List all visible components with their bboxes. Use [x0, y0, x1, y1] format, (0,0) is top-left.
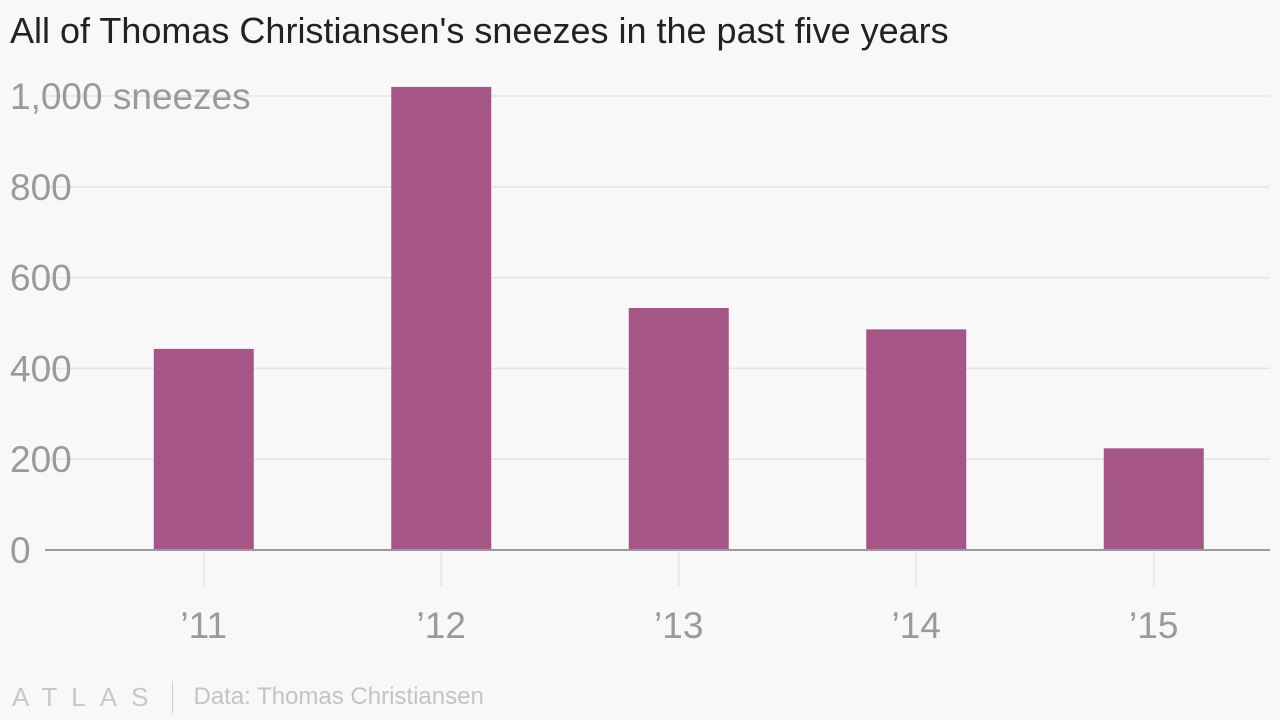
y-tick-label: 400: [10, 348, 72, 389]
atlas-logo: ATLAS: [12, 681, 163, 712]
y-tick-label: 200: [10, 439, 72, 480]
x-axis-ticks: [203, 550, 1155, 586]
y-tick-label: 0: [10, 530, 31, 571]
x-tick-label: ’12: [417, 605, 466, 646]
x-tick-label: ’15: [1129, 605, 1178, 646]
bar: [391, 86, 492, 551]
y-tick-label: 1,000 sneezes: [10, 76, 251, 117]
y-tick-label: 800: [10, 167, 72, 208]
chart-title: All of Thomas Christiansen's sneezes in …: [10, 10, 949, 51]
x-axis-tick-labels: ’11 ’12 ’13 ’14 ’15: [180, 605, 1178, 646]
y-tick-label: 600: [10, 258, 72, 299]
bars: [153, 86, 1204, 551]
x-tick-label: ’14: [892, 605, 941, 646]
data-source: Data: Thomas Christiansen: [193, 683, 484, 710]
x-tick-label: ’13: [654, 605, 703, 646]
bar: [628, 308, 729, 550]
bar: [153, 348, 254, 550]
x-tick-label: ’11: [180, 605, 227, 646]
y-axis-tick-labels: 0 200 400 600 800 1,000 sneezes: [10, 76, 251, 571]
bar: [866, 329, 967, 550]
footer-divider: [172, 681, 174, 713]
bar: [1103, 448, 1204, 550]
footer: ATLAS Data: Thomas Christiansen: [12, 680, 484, 714]
